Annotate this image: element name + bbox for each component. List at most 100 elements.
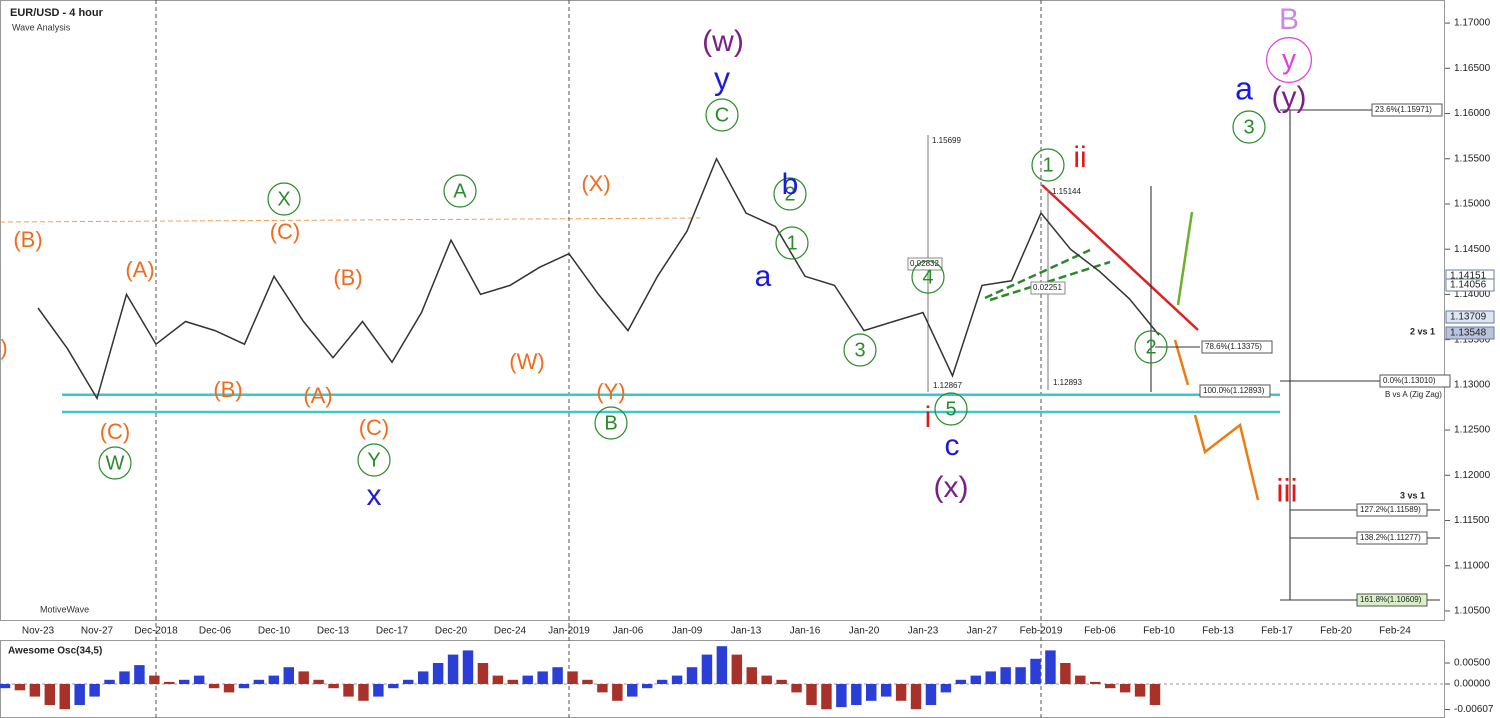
- osc-bar: [970, 675, 982, 684]
- osc-bar: [1000, 667, 1011, 684]
- x-tick-label: Dec-17: [376, 626, 409, 637]
- trend-line: [1041, 184, 1199, 331]
- y-tick-label: 1.15500: [1454, 153, 1491, 164]
- osc-title: Awesome Osc(34,5): [8, 646, 102, 657]
- x-tick-label: Jan-20: [849, 626, 880, 637]
- x-tick-label: Feb-13: [1202, 626, 1234, 637]
- osc-bar: [522, 675, 533, 684]
- wave-label: (y): [1272, 81, 1307, 114]
- osc-bar: [44, 684, 56, 705]
- osc-bar: [746, 667, 757, 684]
- note: 1.15699: [932, 136, 961, 145]
- osc-bar: [208, 684, 220, 689]
- wave-label: B: [1279, 3, 1299, 36]
- y-tick-label: 1.12500: [1454, 425, 1491, 436]
- y-tick-label: -0.00607: [1454, 704, 1494, 715]
- osc-bar: [806, 684, 817, 705]
- y-tick-label: 1.12000: [1454, 470, 1491, 481]
- osc-bar: [851, 684, 862, 705]
- x-tick-label: Dec-06: [199, 626, 232, 637]
- wave-label: i: [925, 401, 932, 434]
- osc-bar: [671, 675, 683, 684]
- osc-bar: [1119, 684, 1131, 693]
- wave-label: (B): [213, 377, 242, 402]
- y-tick-label: 1.13500: [1454, 334, 1491, 345]
- wave-circle: [911, 260, 945, 294]
- trend-line: [984, 248, 1091, 300]
- osc-bar: [1030, 658, 1041, 684]
- fib-box: [1356, 593, 1428, 607]
- y-tick-label: 1.14500: [1454, 244, 1491, 255]
- y-tick-label: 0.00500: [1454, 658, 1491, 669]
- osc-bar: [836, 684, 847, 708]
- x-tick-label: Feb-2019: [1020, 626, 1063, 637]
- x-tick-label: Jan-13: [731, 626, 762, 637]
- osc-bar: [910, 684, 922, 710]
- wave-label: (A): [303, 383, 332, 408]
- y-tick-label: 1.16000: [1454, 108, 1491, 119]
- wave-label: (C): [359, 415, 390, 440]
- fib-box: [1201, 340, 1273, 354]
- x-tick-label: Jan-09: [672, 626, 703, 637]
- x-tick-label: Jan-27: [967, 626, 998, 637]
- wave-label: (x): [934, 471, 969, 504]
- wave-label: 4: [922, 266, 933, 288]
- osc-bar: [1134, 684, 1146, 697]
- osc-bar: [373, 684, 384, 697]
- chart-title: EUR/USD - 4 hour: [10, 7, 104, 19]
- osc-bar: [104, 679, 115, 684]
- x-tick-label: Feb-06: [1084, 626, 1116, 637]
- osc-bar: [358, 684, 369, 701]
- wave-label: ii: [1073, 141, 1086, 174]
- wave-label: a: [1235, 70, 1253, 106]
- price-badge: [1445, 278, 1495, 292]
- wave-circle: [934, 392, 968, 426]
- wave-label: 1: [786, 232, 797, 254]
- osc-bar: [597, 684, 608, 693]
- osc-bar: [432, 663, 444, 684]
- osc-bar: [0, 684, 11, 689]
- fib-box: [1379, 374, 1451, 388]
- wave-label: c: [945, 429, 960, 462]
- fib-label: 0.0%(1.13010): [1383, 376, 1436, 385]
- note-box: [907, 257, 943, 271]
- note: B vs A (Zig Zag): [1385, 390, 1442, 399]
- wave-circle: [1232, 110, 1266, 144]
- fib-label: 23.6%(1.15971): [1375, 105, 1432, 114]
- brand: MotiveWave: [40, 604, 89, 614]
- wave-label: (X): [581, 171, 610, 196]
- note: 1.12893: [1053, 378, 1082, 387]
- x-tick-label: Jan-16: [790, 626, 821, 637]
- osc-bar: [492, 675, 504, 684]
- wave-circle: [705, 98, 739, 132]
- osc-bar: [537, 671, 548, 684]
- osc-bar: [1045, 650, 1056, 684]
- price-badge-label: 1.13548: [1450, 328, 1487, 339]
- osc-bar: [866, 684, 877, 701]
- osc-bar: [1075, 675, 1086, 684]
- osc-bar: [403, 679, 414, 684]
- wave-label: X: [277, 188, 290, 210]
- fib-box: [1199, 384, 1271, 398]
- note: 0.02251: [1033, 283, 1062, 292]
- osc-bar: [178, 679, 190, 684]
- price-badge: [1445, 310, 1495, 324]
- x-tick-label: Dec-20: [435, 626, 468, 637]
- osc-bar: [940, 684, 952, 693]
- arrow: [1193, 414, 1260, 501]
- osc-bar: [761, 675, 772, 684]
- wave-label: (w): [702, 25, 744, 58]
- wave-label: A: [453, 180, 467, 202]
- wave-label: a: [755, 260, 772, 293]
- x-tick-label: Jan-2019: [548, 626, 590, 637]
- y-tick-label: 1.17000: [1454, 18, 1491, 29]
- osc-bar: [880, 684, 892, 697]
- osc-bar: [89, 684, 100, 697]
- osc-bar: [462, 650, 474, 684]
- fib-label: 127.2%(1.11589): [1360, 505, 1421, 514]
- wave-label: 2: [784, 183, 795, 205]
- wave-label: B: [604, 412, 617, 434]
- y-tick-label: 1.16500: [1454, 63, 1491, 74]
- osc-bar: [582, 679, 593, 684]
- fib-label: 138.2%(1.11277): [1360, 533, 1421, 542]
